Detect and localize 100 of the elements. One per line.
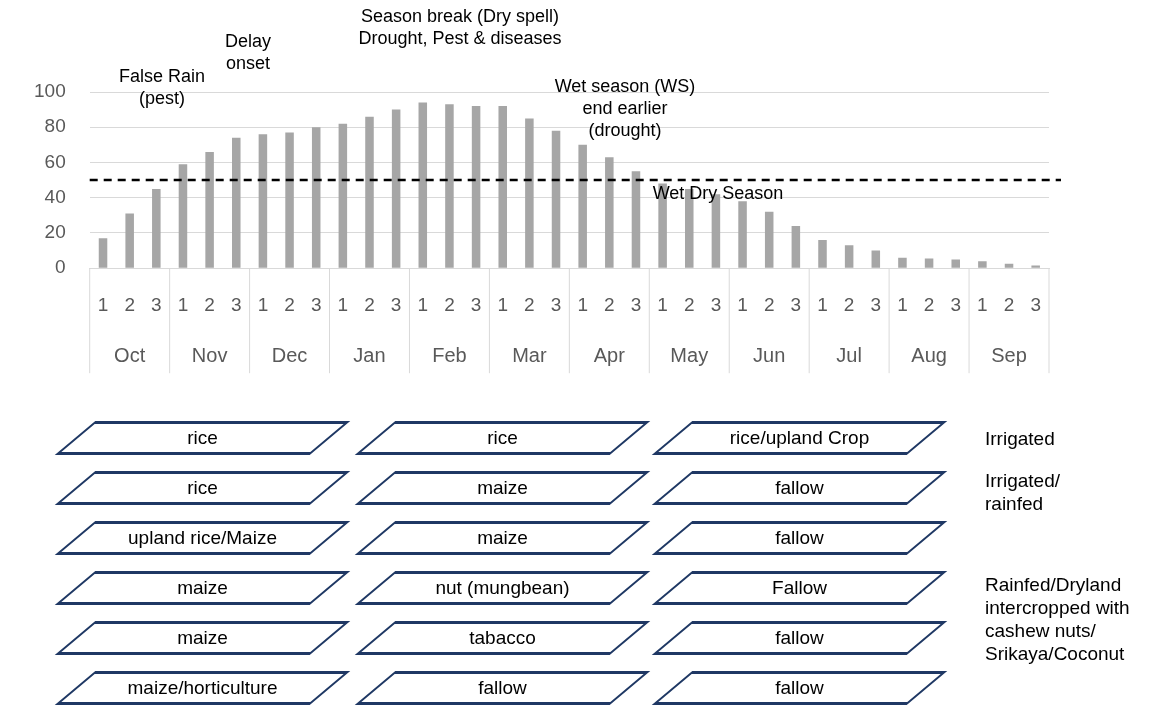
x-tick-label: 3 [390,293,402,315]
y-tick-label: 100 [34,80,66,102]
text: Season break (Dry spell) Drought, Pest & diseases [358,5,562,48]
bar [152,188,161,268]
x-tick-label: 2 [124,293,135,315]
x-tick-label: 1 [577,293,588,315]
bar [818,240,827,268]
annotation: False Rain (pest) [118,65,206,108]
bar [871,250,881,268]
x-tick-label: 1 [417,293,429,315]
x-tick-label: 3 [790,293,802,315]
text: Aug [911,343,947,366]
text: tabacco [468,626,537,650]
text: Mar [512,343,547,366]
y-tick-label: 40 [44,185,66,207]
text: Jul [836,343,862,366]
bar [525,118,534,268]
x-tick-label: 2 [843,293,855,315]
bar [232,137,241,268]
bar [338,123,348,268]
x-tick-label: 2 [364,293,375,315]
bar [498,106,507,268]
text: Irrigated/ rainfed [985,469,1060,515]
bar [764,211,774,268]
y-tick-label: 60 [44,150,66,172]
bar [978,261,987,268]
x-tick-label: 3 [630,293,642,315]
x-tick-label: 3 [470,293,482,315]
bar [1031,265,1040,268]
text: maize [176,576,229,600]
text: fallow [774,676,825,700]
text: rice/upland Crop [728,426,871,450]
x-tick-label: 1 [657,293,668,315]
text: Oct [114,343,146,366]
x-tick-label: 3 [950,293,962,315]
text: Dec [271,343,308,366]
x-tick-label: 1 [257,293,269,315]
x-tick-label: 2 [284,293,295,315]
x-tick-label: 1 [97,293,109,315]
x-tick-label: 1 [497,293,509,315]
bar [258,134,268,268]
annotation: Wet Dry Season [652,182,784,203]
bar [445,104,454,268]
annotation: Wet season (WS) end earlier (drought) [554,75,696,140]
text: nut (mungbean) [434,576,571,600]
bar [471,106,481,268]
x-tick-label: 2 [923,293,935,315]
bar [898,257,907,268]
text: Delay onset [224,30,272,73]
text: fallow [477,676,528,700]
bar [605,157,614,268]
text: maize/horticulture [126,676,279,700]
y-tick-label: 20 [44,221,66,243]
x-tick-label: 1 [737,293,748,315]
text: fallow [774,626,825,650]
text: Jun [753,343,786,366]
x-tick-label: 3 [230,293,242,315]
text: Jan [353,343,386,366]
bar [551,130,561,268]
x-tick-label: 1 [977,293,988,315]
x-tick-label: 3 [710,293,722,315]
bar [1004,263,1014,268]
bar [311,127,321,268]
text: Nov [191,343,228,366]
x-tick-label: 1 [337,293,349,315]
y-tick-label: 80 [44,115,66,137]
text: Rainfed/Dryland intercropped with cashew nuts/ Srikaya/Coconut [985,573,1130,665]
x-tick-label: 2 [1003,293,1015,315]
text: May [670,343,709,366]
text: Fallow [771,576,828,600]
text: rice [186,476,219,500]
text: maize [476,476,529,500]
bar [365,116,374,268]
x-tick-label: 1 [897,293,908,315]
bar [285,132,294,268]
text: Sep [991,343,1027,366]
bar [98,238,108,268]
text: Apr [593,343,626,366]
text: Feb [432,343,467,366]
bar [951,259,960,268]
bar [844,245,854,268]
bar [924,258,934,268]
bar [125,213,134,268]
x-tick-label: 3 [310,293,322,315]
x-tick-label: 3 [1030,293,1041,315]
bar [578,144,587,268]
text: maize [176,626,229,650]
text: fallow [774,476,825,500]
text: Irrigated [985,427,1055,450]
text: rice [186,426,219,450]
x-tick-label: 2 [204,293,215,315]
x-tick-label: 3 [550,293,562,315]
x-tick-label: 2 [763,293,775,315]
x-tick-label: 3 [870,293,882,315]
text: rice [486,426,519,450]
y-tick-label: 0 [55,256,66,278]
bar [738,201,747,268]
bar [391,109,401,268]
bar [205,151,214,268]
x-tick-label: 2 [444,293,455,315]
